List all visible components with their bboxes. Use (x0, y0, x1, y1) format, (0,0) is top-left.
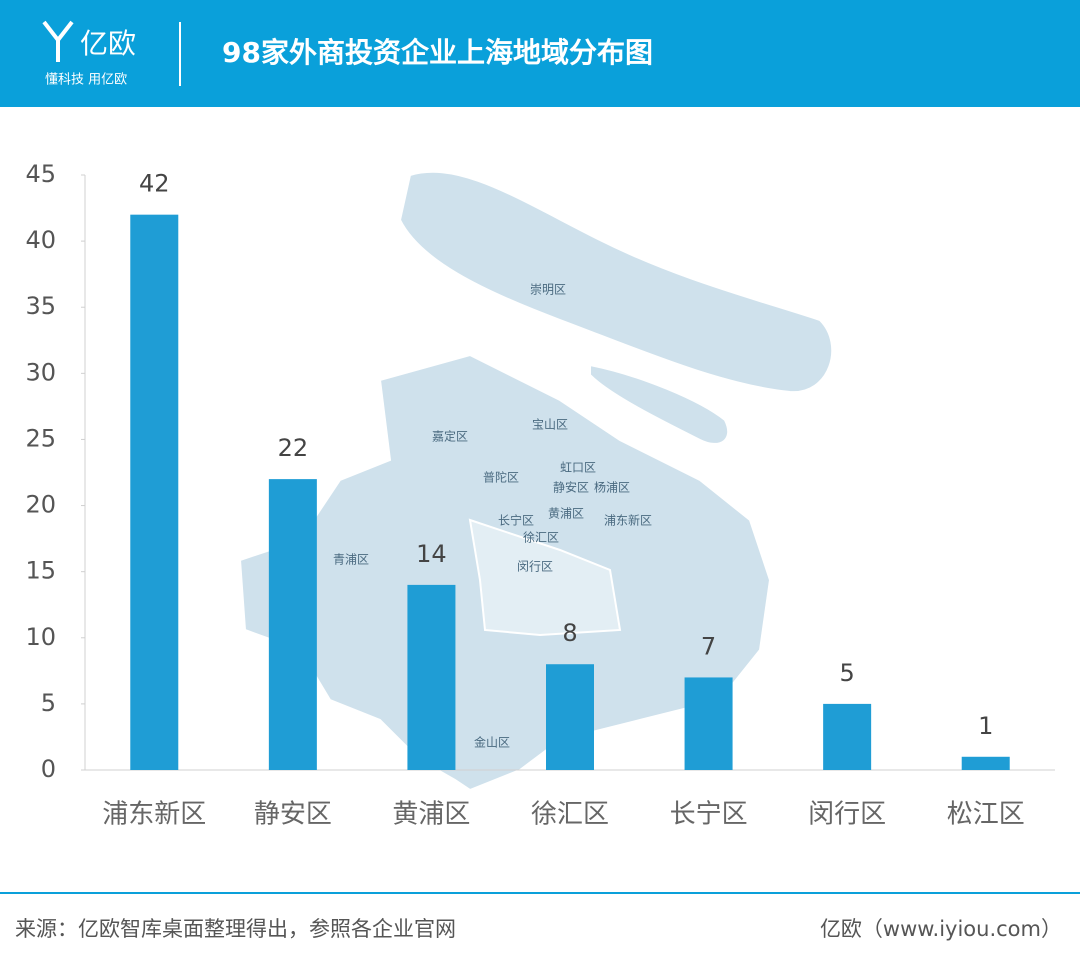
map (238, 170, 834, 792)
map-label: 浦东新区 (604, 513, 652, 528)
map-island (398, 170, 834, 394)
map-label: 杨浦区 (594, 480, 630, 495)
map-district (468, 518, 622, 637)
footer-source: 来源：亿欧智库桌面整理得出，参照各企业官网 (15, 917, 456, 941)
bar (546, 664, 594, 770)
x-tick-label: 松江区 (947, 800, 1025, 830)
y-tick-label: 35 (25, 292, 56, 320)
x-tick-label: 浦东新区 (102, 800, 206, 830)
value-label: 7 (701, 632, 716, 660)
y-tick-label: 30 (25, 358, 56, 386)
map-label: 静安区 (553, 480, 589, 495)
y-tick-label: 20 (25, 491, 56, 519)
y-tick-label: 10 (25, 623, 56, 651)
x-tick-label: 徐汇区 (531, 800, 609, 830)
map-label: 闵行区 (517, 559, 553, 574)
map-label: 长宁区 (498, 513, 534, 528)
y-tick-label: 40 (25, 226, 56, 254)
logo-slogan: 懂科技 用亿欧 (45, 73, 127, 88)
x-tick-label: 黄浦区 (392, 800, 470, 830)
x-tick-label: 静安区 (254, 800, 332, 830)
map-label: 嘉定区 (432, 429, 468, 444)
bar (961, 756, 1010, 770)
y-tick-label: 15 (25, 557, 56, 585)
y-tick-label: 25 (25, 424, 56, 452)
chart: 051015202530354045浦东新区42静安区22黄浦区14徐汇区8长宁… (25, 160, 1055, 830)
page-title: 98家外商投资企业上海地域分布图 (222, 36, 653, 69)
value-label: 22 (278, 434, 309, 462)
map-label: 宝山区 (532, 418, 568, 432)
value-label: 14 (416, 540, 447, 568)
map-island (589, 363, 730, 445)
x-tick-label: 长宁区 (670, 800, 748, 830)
map-label: 金山区 (474, 735, 510, 750)
map-label: 普陀区 (483, 470, 519, 485)
map-label: 黄浦区 (548, 507, 584, 521)
y-tick-label: 5 (41, 689, 56, 717)
bar (823, 703, 872, 770)
map-label: 崇明区 (530, 283, 566, 297)
bar (407, 584, 456, 770)
map-labels: 崇明区 嘉定区 宝山区 普陀区 虹口区 静安区 杨浦区 长宁区 黄浦区 浦东新区… (333, 283, 652, 750)
bar (684, 677, 733, 770)
map-label: 青浦区 (333, 553, 369, 567)
footer-site: 亿欧（www.iyiou.com） (820, 917, 1062, 941)
map-label: 徐汇区 (523, 530, 559, 545)
value-label: 42 (139, 170, 170, 198)
logo-icon (42, 20, 74, 62)
value-label: 8 (562, 619, 577, 647)
y-tick-label: 0 (41, 755, 56, 783)
logo-text: 亿欧 (80, 27, 136, 60)
bar (130, 214, 179, 770)
y-tick-label: 45 (25, 160, 56, 188)
x-tick-label: 闵行区 (808, 800, 886, 830)
bar (268, 479, 317, 770)
value-label: 5 (840, 659, 855, 687)
map-label: 虹口区 (560, 461, 596, 475)
value-label: 1 (978, 712, 993, 740)
